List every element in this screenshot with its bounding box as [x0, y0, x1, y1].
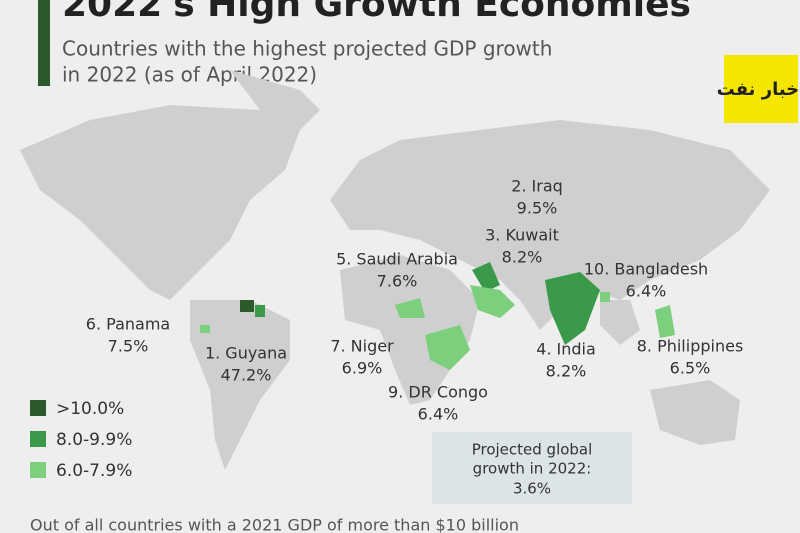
legend-swatch	[30, 400, 46, 416]
legend: >10.0% 8.0-9.9% 6.0-7.9%	[30, 399, 132, 481]
country-value: 7.6%	[377, 272, 418, 291]
country-value: 6.9%	[342, 359, 383, 378]
legend-swatch	[30, 462, 46, 478]
country-label: 7. Niger	[330, 337, 394, 356]
country-label: 6. Panama	[86, 315, 170, 334]
global-box-value: 3.6%	[513, 480, 551, 498]
country-value: 47.2%	[221, 366, 272, 385]
country-label: 9. DR Congo	[388, 383, 488, 402]
country-label: 8. Philippines	[637, 337, 744, 356]
highlighted-countries	[200, 262, 675, 370]
logo	[724, 55, 798, 123]
country-value: 8.2%	[502, 248, 543, 267]
bangladesh	[600, 292, 610, 302]
logo-text: اخبار نفت	[717, 79, 800, 100]
region	[255, 305, 265, 317]
dr-congo	[425, 325, 470, 370]
country-value: 9.5%	[517, 199, 558, 218]
global-box-line: growth in 2022:	[473, 460, 592, 478]
world-map	[20, 70, 770, 470]
country-label: 1. Guyana	[205, 344, 287, 363]
saudi-arabia	[470, 285, 515, 318]
legend-label: >10.0%	[56, 399, 124, 419]
country-value: 7.5%	[108, 337, 149, 356]
footer: Out of all countries with a 2021 GDP of …	[30, 516, 519, 533]
global-box	[432, 432, 632, 504]
panama	[200, 325, 210, 333]
country-label: 4. India	[536, 340, 596, 359]
title: 2022's High Growth Economies	[62, 0, 691, 25]
guyana	[240, 300, 254, 312]
country-value: 6.4%	[626, 282, 667, 301]
india	[545, 272, 600, 345]
iraq	[472, 262, 500, 292]
country-label: 5. Saudi Arabia	[336, 250, 458, 269]
country-label: 2. Iraq	[511, 177, 563, 196]
legend-swatch	[30, 431, 46, 447]
subtitle: Countries with the highest projected GDP…	[62, 37, 552, 61]
country-value: 8.2%	[546, 362, 587, 381]
accent-bar	[38, 0, 50, 86]
country-label: 10. Bangladesh	[584, 260, 708, 279]
niger	[395, 298, 425, 318]
country-value: 6.5%	[670, 359, 711, 378]
legend-label: 6.0-7.9%	[56, 461, 132, 481]
global-box-line: Projected global	[472, 441, 593, 459]
philippines	[655, 305, 675, 338]
legend-label: 8.0-9.9%	[56, 430, 132, 450]
country-value: 6.4%	[418, 405, 459, 424]
subtitle: in 2022 (as of April 2022)	[62, 63, 317, 87]
country-label: 3. Kuwait	[485, 226, 559, 245]
